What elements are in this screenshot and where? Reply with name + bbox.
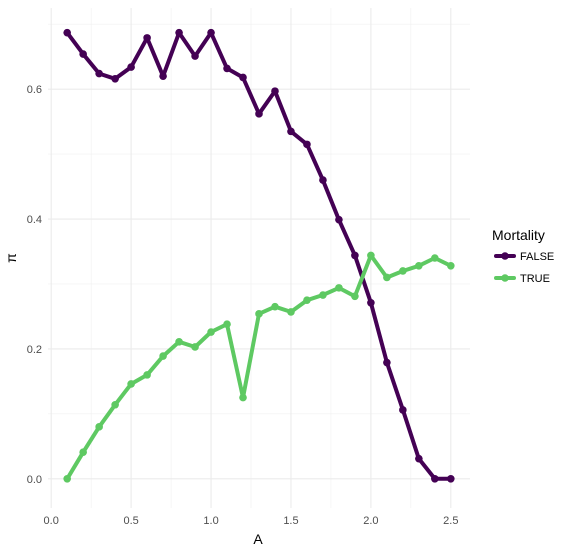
data-point-false <box>271 87 279 95</box>
data-point-true <box>367 251 375 260</box>
data-point-false <box>399 406 407 414</box>
data-point-true <box>223 320 231 329</box>
legend: Mortality FALSE TRUE <box>492 227 554 285</box>
y-axis-title: π <box>3 253 19 263</box>
data-point-false <box>159 72 167 80</box>
grid-major <box>48 8 470 508</box>
data-point-false <box>79 50 87 58</box>
data-point-true <box>319 291 327 299</box>
x-tick-label: 1.0 <box>203 515 218 527</box>
legend-label-true: TRUE <box>520 273 550 285</box>
data-point-false <box>239 73 247 82</box>
data-point-true <box>175 337 183 346</box>
data-point-true <box>127 380 135 388</box>
data-point-true <box>399 267 407 275</box>
y-tick-label: 0.4 <box>27 214 42 226</box>
data-point-false <box>191 52 199 60</box>
data-point-false <box>319 176 327 184</box>
data-point-false <box>255 110 263 118</box>
data-point-true <box>111 400 119 409</box>
data-point-true <box>255 310 263 318</box>
x-axis-ticks: 0.0 0.5 1.0 1.5 2.0 2.5 <box>44 515 459 527</box>
data-point-false <box>143 34 151 42</box>
data-point-true <box>159 352 167 360</box>
data-point-true <box>335 284 343 292</box>
x-tick-label: 2.5 <box>443 515 458 527</box>
legend-key-point-false <box>501 252 509 260</box>
data-point-true <box>95 423 103 431</box>
data-point-false <box>175 28 183 37</box>
data-point-true <box>447 261 455 270</box>
data-point-true <box>239 393 247 402</box>
data-point-false <box>415 454 423 463</box>
data-point-true <box>143 371 151 379</box>
data-point-true <box>207 328 215 336</box>
y-tick-label: 0.6 <box>27 84 42 96</box>
series-line-false <box>65 30 453 481</box>
grid-minor <box>48 8 470 508</box>
data-point-true <box>415 261 423 270</box>
y-tick-label: 0.2 <box>27 344 42 356</box>
data-point-true <box>431 254 439 262</box>
data-point-false <box>447 474 455 483</box>
data-point-false <box>287 127 295 136</box>
data-point-true <box>303 296 311 305</box>
data-point-false <box>127 63 135 71</box>
data-point-false <box>383 358 391 367</box>
x-axis-title: A <box>253 531 263 547</box>
x-tick-label: 1.5 <box>283 515 298 527</box>
series-line-true <box>65 253 453 481</box>
y-axis-ticks: 0.0 0.2 0.4 0.6 <box>27 84 42 486</box>
data-point-true <box>287 308 295 316</box>
series-layer <box>63 28 455 483</box>
data-point-false <box>63 28 71 37</box>
data-point-false <box>111 74 119 83</box>
data-point-true <box>383 273 391 282</box>
data-point-true <box>79 448 87 456</box>
y-tick-label: 0.0 <box>27 474 42 486</box>
data-point-false <box>223 64 231 73</box>
data-point-false <box>431 474 439 483</box>
data-point-true <box>191 343 199 351</box>
data-point-false <box>95 69 103 78</box>
legend-key-point-true <box>501 274 509 282</box>
data-point-false <box>367 299 375 307</box>
data-point-true <box>351 292 359 301</box>
data-point-true <box>271 302 279 311</box>
x-tick-label: 2.0 <box>363 515 378 527</box>
x-tick-label: 0.5 <box>123 515 138 527</box>
data-point-false <box>335 215 343 224</box>
legend-label-false: FALSE <box>520 251 554 263</box>
data-point-false <box>207 28 215 37</box>
x-tick-label: 0.0 <box>44 515 59 527</box>
data-point-false <box>351 251 359 260</box>
data-point-true <box>63 474 71 483</box>
data-point-false <box>303 140 311 149</box>
legend-title: Mortality <box>492 227 545 243</box>
